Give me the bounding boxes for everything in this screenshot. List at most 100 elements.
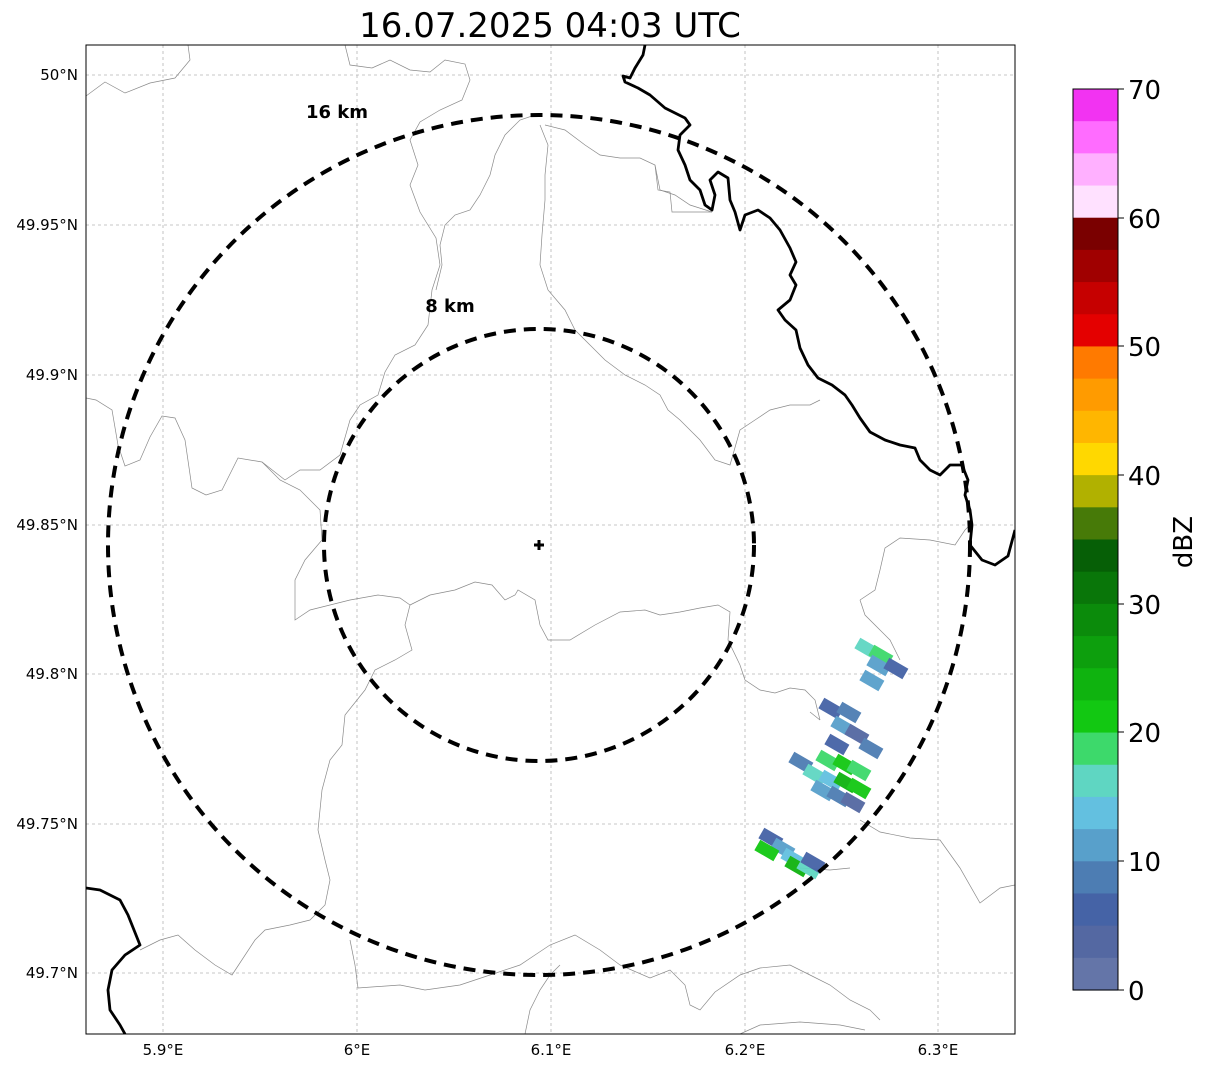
colorbar-segment <box>1073 89 1118 122</box>
longitude-ticks: 5.9°E 6°E 6.1°E 6.2°E 6.3°E <box>143 1041 959 1059</box>
admin-boundary <box>539 124 821 466</box>
colorbar-segment <box>1073 346 1118 380</box>
map-frame <box>85 44 1016 1035</box>
admin-boundaries <box>86 45 1015 1034</box>
colorbar-title: dBZ <box>1169 516 1199 568</box>
echo-cell <box>844 723 870 746</box>
colorbar-segment <box>1073 217 1118 251</box>
colorbar-ticks: 70 60 50 40 30 20 10 0 <box>1118 76 1161 1007</box>
colorbar-segment <box>1073 925 1118 959</box>
colorbar-tick-label: 40 <box>1128 462 1161 492</box>
admin-boundary <box>809 711 821 721</box>
colorbar-segment <box>1073 764 1118 798</box>
lon-tick-label: 6°E <box>344 1041 371 1059</box>
range-ring-8km <box>322 327 756 763</box>
colorbar-tick-label: 50 <box>1128 333 1161 363</box>
echo-cell <box>815 749 841 772</box>
echo-cell <box>866 654 892 677</box>
colorbar-tick-label: 60 <box>1128 205 1161 235</box>
colorbar-segment <box>1073 282 1118 315</box>
lon-tick-label: 5.9°E <box>143 1041 184 1059</box>
lat-tick-label: 50°N <box>40 66 78 84</box>
range-rings <box>106 113 972 977</box>
colorbar-segment <box>1073 475 1118 508</box>
colorbar <box>1073 89 1118 991</box>
latitude-ticks: 50°N 49.95°N 49.9°N 49.85°N 49.8°N 49.75… <box>16 66 78 982</box>
admin-boundary <box>859 524 971 601</box>
admin-boundary <box>139 461 413 976</box>
colorbar-segment <box>1073 185 1118 219</box>
admin-boundary <box>544 124 713 213</box>
echo-cell <box>846 777 872 800</box>
colorbar-tick-label: 0 <box>1128 977 1145 1007</box>
colorbar-segment <box>1073 378 1118 412</box>
echo-cell <box>824 733 850 756</box>
lat-tick-label: 49.9°N <box>26 366 78 384</box>
map-area <box>86 45 1015 1034</box>
colorbar-segment <box>1073 668 1118 701</box>
lat-tick-label: 49.85°N <box>16 516 78 534</box>
colorbar-segment <box>1073 507 1118 541</box>
colorbar-segment <box>1073 153 1118 187</box>
colorbar-segment <box>1073 442 1118 476</box>
ring-label-16km: 16 km <box>306 102 368 123</box>
colorbar-segment <box>1073 121 1118 154</box>
echo-cell <box>859 669 885 692</box>
lat-tick-label: 49.7°N <box>26 964 78 982</box>
echo-cell <box>754 839 780 862</box>
colorbar-segment <box>1073 732 1118 766</box>
admin-boundary <box>435 114 536 291</box>
lon-tick-label: 6.2°E <box>725 1041 766 1059</box>
colorbar-segment <box>1073 957 1118 991</box>
colorbar-tick-label: 20 <box>1128 719 1161 749</box>
colorbar-segment <box>1073 249 1118 283</box>
radar-echoes <box>754 637 909 880</box>
country-border <box>86 886 142 1034</box>
colorbar-segment <box>1073 603 1118 637</box>
echo-cell <box>883 657 909 680</box>
echo-cell <box>818 769 844 792</box>
colorbar-segment <box>1073 700 1118 734</box>
country-border <box>621 45 1015 567</box>
echo-cell <box>858 737 884 760</box>
colorbar-segment <box>1073 796 1118 830</box>
admin-boundary <box>86 45 191 97</box>
ring-label-8km: 8 km <box>425 296 475 317</box>
colorbar-segment <box>1073 410 1118 444</box>
echo-cell <box>818 697 844 720</box>
gridlines <box>86 45 1015 1034</box>
colorbar-tick-label: 10 <box>1128 848 1161 878</box>
colorbar-segment <box>1073 571 1118 605</box>
admin-boundary <box>349 934 881 1021</box>
lat-tick-label: 49.75°N <box>16 815 78 833</box>
echo-cell <box>846 759 872 782</box>
colorbar-segment <box>1073 861 1118 895</box>
colorbar-segment <box>1073 539 1118 573</box>
colorbar-tick-label: 30 <box>1128 591 1161 621</box>
lat-tick-label: 49.95°N <box>16 216 78 234</box>
admin-boundary <box>739 1021 866 1034</box>
admin-boundary <box>859 599 901 661</box>
echo-cell <box>840 791 866 814</box>
admin-boundary <box>524 964 561 1034</box>
admin-boundary <box>654 164 712 213</box>
lon-tick-label: 6.1°E <box>531 1041 572 1059</box>
country-borders <box>86 45 1015 1034</box>
colorbar-frame <box>1072 88 1119 991</box>
colorbar-segment <box>1073 829 1118 862</box>
colorbar-segment <box>1073 636 1118 669</box>
admin-boundary <box>859 819 1015 904</box>
admin-boundary <box>86 45 471 496</box>
chart-title: 16.07.2025 04:03 UTC <box>359 6 741 46</box>
admin-boundary <box>409 581 821 721</box>
echo-cell <box>800 851 826 874</box>
lon-tick-label: 6.3°E <box>918 1041 959 1059</box>
echo-cell <box>868 644 894 667</box>
lat-tick-label: 49.8°N <box>26 665 78 683</box>
colorbar-tick-label: 70 <box>1128 76 1161 106</box>
colorbar-segment <box>1073 893 1118 927</box>
radar-center-marker <box>534 540 544 550</box>
range-ring-16km <box>106 113 972 977</box>
echo-cell <box>836 701 862 724</box>
